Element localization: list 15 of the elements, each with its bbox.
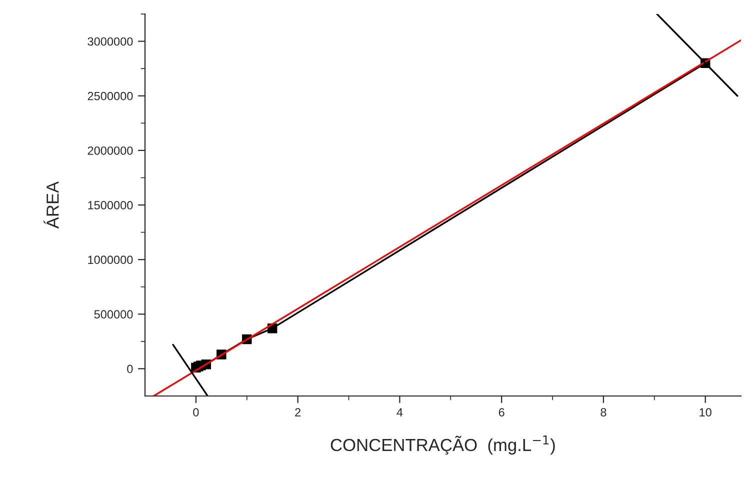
y-tick-label: 1000000: [88, 256, 133, 264]
x-tick-label: 8: [600, 408, 606, 416]
y-tick-label: 500000: [94, 310, 133, 319]
x-tick-label: 6: [498, 408, 504, 416]
y-tick-label: 1500000: [88, 201, 133, 210]
y-tick-label: 0: [127, 364, 133, 374]
x-tick-label: 4: [396, 408, 403, 416]
x-axis-title: CONCENTRAÇÃO (mg.L$^{−1}$): [330, 435, 555, 455]
y-tick-label: 3000000: [88, 37, 133, 46]
y-axis-title: ÁREA: [44, 181, 59, 229]
x-tick-label: 0: [193, 408, 199, 416]
x-tick-label: 10: [700, 408, 712, 416]
x-tick-label: 2: [295, 408, 301, 416]
y-tick-label: 2500000: [88, 92, 133, 100]
y-tick-label: 2000000: [88, 146, 133, 155]
